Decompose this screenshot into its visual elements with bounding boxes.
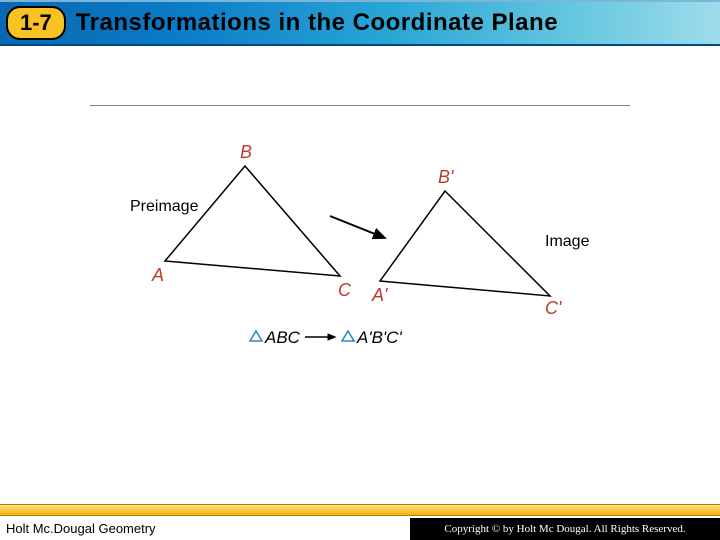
vertex-b: B <box>240 142 252 162</box>
vertex-a-prime: A' <box>371 285 388 305</box>
transformation-diagram: Preimage Image A B C A' B' C' ABC A'B'C' <box>130 136 590 366</box>
preimage-label: Preimage <box>130 198 199 215</box>
transformation-arrow <box>330 216 385 238</box>
footer-gold-bar <box>0 504 720 516</box>
slide-header: 1-7 Transformations in the Coordinate Pl… <box>0 0 720 46</box>
preimage-triangle <box>165 166 340 276</box>
vertex-a: A <box>151 265 164 285</box>
vertex-c: C <box>338 280 352 300</box>
triangle-symbol-right <box>342 331 354 341</box>
footer-text: Holt Mc.Dougal Geometry <box>6 521 156 536</box>
image-triangle <box>380 191 550 296</box>
image-label: Image <box>545 233 590 250</box>
notation-line: ABC A'B'C' <box>250 328 402 347</box>
copyright-bar: Copyright © by Holt Mc Dougal. All Right… <box>410 518 720 540</box>
notation-abc: ABC <box>264 328 301 347</box>
slide-title: Transformations in the Coordinate Plane <box>76 9 558 37</box>
vertex-c-prime: C' <box>545 298 562 318</box>
notation-abc-prime: A'B'C' <box>356 328 402 347</box>
vertex-b-prime: B' <box>438 167 454 187</box>
content-area: Preimage Image A B C A' B' C' ABC A'B'C' <box>90 105 630 366</box>
chapter-badge: 1-7 <box>6 6 66 40</box>
slide-footer: Holt Mc.Dougal Geometry Copyright © by H… <box>0 510 720 540</box>
triangle-symbol-left <box>250 331 262 341</box>
horizontal-rule <box>90 105 630 106</box>
